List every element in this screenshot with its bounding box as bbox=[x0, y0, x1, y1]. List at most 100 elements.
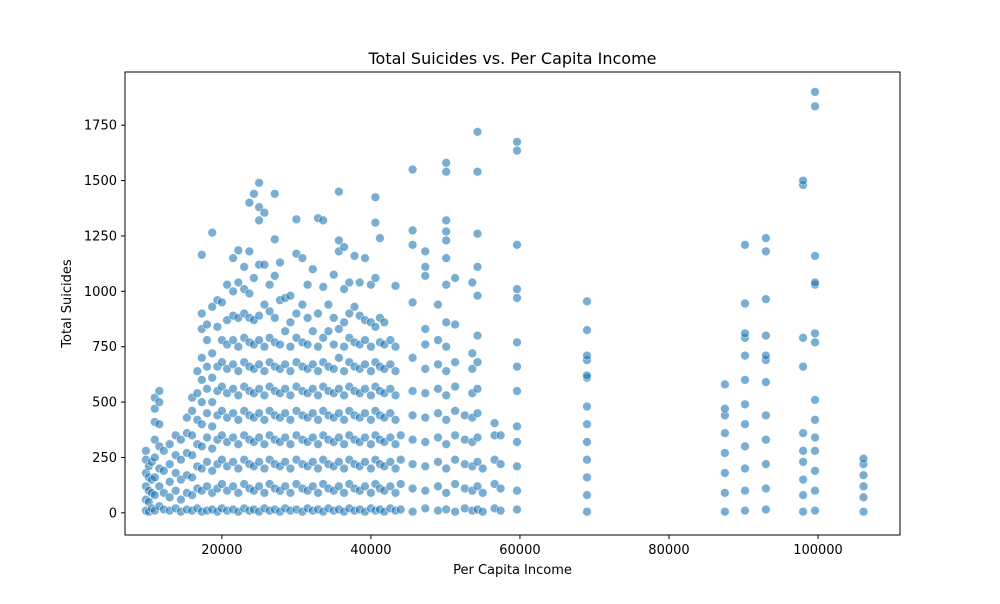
data-point bbox=[396, 504, 406, 515]
data-point bbox=[285, 439, 296, 449]
data-point bbox=[761, 294, 771, 304]
data-point bbox=[420, 339, 430, 350]
data-point bbox=[441, 226, 451, 237]
data-point bbox=[407, 410, 418, 421]
data-point bbox=[176, 455, 186, 465]
data-point bbox=[334, 481, 344, 491]
data-point bbox=[720, 468, 730, 478]
data-point bbox=[858, 492, 869, 502]
data-point bbox=[254, 335, 264, 345]
data-point bbox=[582, 455, 592, 465]
plot-frame bbox=[124, 71, 901, 536]
data-point bbox=[150, 435, 160, 445]
data-point bbox=[233, 463, 244, 474]
data-point bbox=[407, 483, 418, 494]
data-point bbox=[228, 408, 238, 418]
data-point bbox=[165, 439, 175, 449]
data-point bbox=[433, 481, 443, 491]
data-point bbox=[291, 308, 302, 319]
data-point bbox=[740, 419, 750, 429]
data-point bbox=[798, 507, 808, 517]
data-point bbox=[360, 335, 370, 345]
data-point bbox=[441, 280, 451, 290]
data-point bbox=[366, 342, 376, 352]
x-axis: 20000 40000 60000 80000 100000 bbox=[201, 535, 843, 558]
data-point bbox=[233, 245, 244, 256]
data-point bbox=[407, 386, 418, 396]
data-point bbox=[176, 494, 186, 505]
data-point bbox=[441, 167, 451, 177]
data-point bbox=[582, 472, 592, 483]
data-point bbox=[512, 137, 522, 147]
data-point bbox=[313, 439, 323, 449]
data-point bbox=[472, 229, 483, 239]
data-point bbox=[582, 419, 592, 429]
data-point bbox=[420, 486, 430, 496]
data-point bbox=[154, 397, 165, 407]
data-point bbox=[495, 505, 506, 516]
data-point bbox=[323, 299, 334, 310]
data-point bbox=[302, 339, 313, 350]
data-point bbox=[366, 280, 376, 290]
x-tick-label: 40000 bbox=[350, 543, 391, 558]
data-point bbox=[512, 386, 522, 396]
data-point bbox=[285, 415, 296, 425]
data-point bbox=[441, 439, 451, 449]
data-point bbox=[472, 262, 483, 272]
data-point bbox=[512, 145, 522, 156]
data-point bbox=[420, 246, 430, 257]
data-point bbox=[228, 481, 238, 491]
data-point bbox=[308, 264, 318, 274]
data-point bbox=[858, 507, 869, 517]
data-point bbox=[207, 466, 217, 476]
data-point bbox=[512, 361, 522, 372]
data-point bbox=[254, 178, 264, 188]
data-point bbox=[810, 432, 820, 443]
data-point bbox=[420, 271, 430, 281]
data-point bbox=[197, 250, 207, 260]
data-point bbox=[441, 215, 451, 226]
data-point bbox=[420, 324, 430, 334]
data-point bbox=[761, 459, 771, 469]
data-point bbox=[366, 439, 376, 449]
data-point bbox=[798, 428, 808, 438]
data-point bbox=[740, 441, 750, 452]
data-point bbox=[407, 435, 418, 445]
data-point bbox=[285, 463, 296, 474]
data-point bbox=[420, 437, 430, 447]
data-point bbox=[228, 335, 238, 345]
data-point bbox=[761, 435, 771, 445]
data-point bbox=[858, 470, 869, 480]
data-point bbox=[810, 277, 820, 288]
data-point bbox=[207, 397, 217, 407]
data-point bbox=[207, 227, 217, 238]
data-point bbox=[329, 339, 339, 350]
data-point bbox=[420, 262, 430, 272]
data-point bbox=[798, 446, 808, 456]
data-point bbox=[254, 215, 264, 226]
data-point bbox=[334, 186, 344, 197]
data-point bbox=[512, 437, 522, 447]
data-point bbox=[302, 280, 313, 290]
data-point bbox=[385, 384, 395, 394]
data-point bbox=[339, 390, 349, 401]
plot-area bbox=[125, 72, 900, 535]
data-point bbox=[334, 235, 344, 246]
data-point bbox=[441, 504, 451, 515]
data-point bbox=[285, 291, 296, 301]
data-point bbox=[313, 488, 323, 498]
data-point bbox=[339, 242, 349, 252]
data-point bbox=[433, 359, 443, 370]
data-point bbox=[360, 253, 370, 263]
data-point bbox=[798, 490, 808, 500]
data-point bbox=[740, 240, 750, 250]
data-point bbox=[217, 357, 227, 367]
data-point bbox=[339, 463, 349, 474]
data-point bbox=[441, 488, 451, 498]
data-point bbox=[355, 277, 365, 288]
data-point bbox=[450, 507, 460, 517]
data-point bbox=[313, 308, 323, 319]
data-point bbox=[270, 313, 280, 323]
data-point bbox=[441, 235, 451, 246]
data-point bbox=[472, 291, 483, 301]
